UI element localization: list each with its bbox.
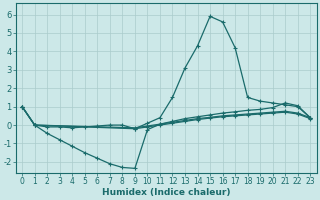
X-axis label: Humidex (Indice chaleur): Humidex (Indice chaleur) <box>102 188 230 197</box>
